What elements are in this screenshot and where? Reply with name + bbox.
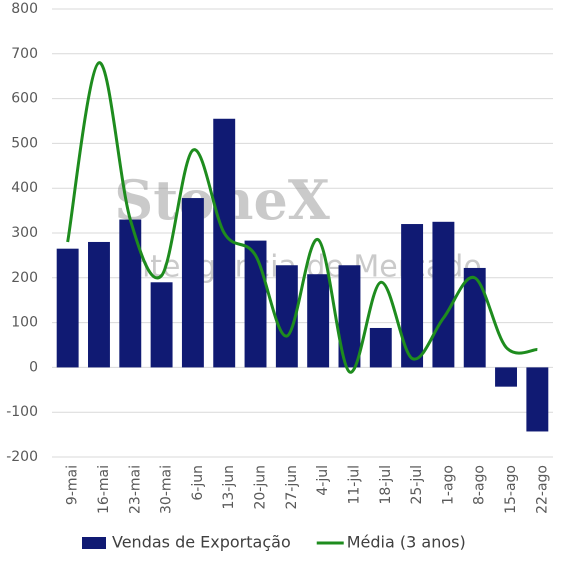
y-tick-label: 200: [11, 270, 38, 286]
y-tick-label: 600: [11, 91, 38, 107]
y-tick-label: 500: [11, 135, 38, 151]
x-tick-label: 25-jul: [409, 465, 425, 505]
x-tick-label: 16-mai: [96, 465, 112, 514]
y-tick-label: -200: [6, 449, 38, 465]
bar: [432, 221, 455, 368]
y-tick-label: -100: [6, 404, 38, 420]
y-tick-label: 100: [11, 315, 38, 331]
y-tick-label: 700: [11, 46, 38, 62]
legend-swatch: [82, 537, 106, 549]
bar: [495, 367, 517, 387]
x-tick-label: 1-ago: [440, 465, 456, 505]
bar: [463, 267, 486, 368]
bar: [119, 219, 142, 368]
x-tick-label: 20-jun: [253, 465, 269, 510]
x-tick-label: 4-jul: [315, 465, 331, 496]
bar: [275, 265, 298, 368]
bar: [401, 224, 424, 368]
bar: [56, 248, 79, 368]
bar: [244, 240, 267, 368]
y-tick-label: 0: [29, 359, 38, 375]
y-tick-label: 400: [11, 180, 38, 196]
x-tick-label: 23-mai: [127, 465, 143, 514]
bar: [213, 118, 236, 368]
x-tick-label: 30-mai: [159, 465, 175, 514]
bar: [526, 367, 549, 432]
watermark: StoneX Inteligência de Mercado: [114, 168, 481, 284]
x-tick-label: 6-jun: [190, 465, 206, 501]
labels: -200 -100 0 100 200 300 400 500 600 700 800 9-mai 16…: [6, 1, 550, 552]
x-tick-label: 13-jun: [221, 465, 237, 510]
bar: [181, 198, 204, 368]
bar: [338, 265, 361, 368]
bar: [369, 327, 392, 368]
x-tick-label: 8-ago: [472, 465, 488, 505]
marks: [56, 61, 549, 432]
bar: [150, 282, 173, 368]
y-tick-label: 300: [11, 225, 38, 241]
x-tick-label: 27-jun: [284, 465, 300, 510]
bar: [88, 241, 110, 368]
x-tick-label: 18-jul: [378, 465, 394, 505]
x-tick-label: 22-ago: [534, 465, 550, 514]
x-tick-label: 15-ago: [503, 465, 519, 514]
line: [66, 61, 538, 374]
x-tick-label: 9-mai: [65, 465, 81, 505]
legend-label: Vendas de Exportação: [112, 533, 291, 552]
watermark-subtitle: Inteligência de Mercado: [122, 250, 481, 285]
legend-label: Média (3 anos): [347, 533, 466, 552]
bar: [307, 274, 330, 368]
x-tick-label: 11-jul: [346, 465, 362, 505]
y-tick-label: 800: [11, 1, 38, 17]
